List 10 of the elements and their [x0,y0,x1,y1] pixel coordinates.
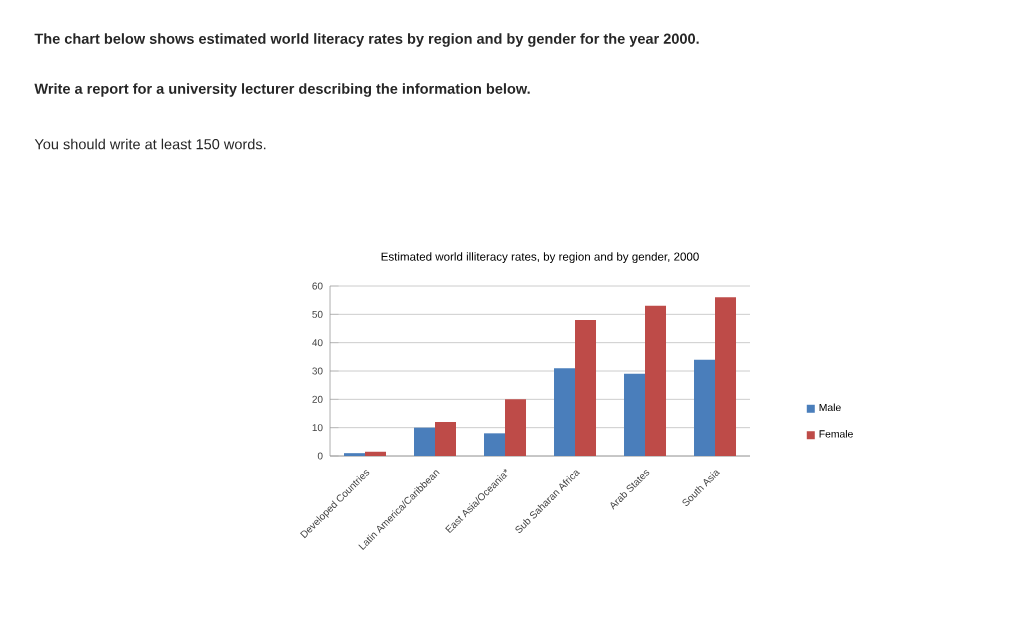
bar [694,359,716,456]
bar [715,297,737,456]
bar [484,433,506,456]
bar [505,399,527,456]
bar [645,305,667,456]
bar [435,422,457,456]
bar [554,368,576,456]
bar [624,373,646,456]
bar [414,427,436,456]
bar [575,320,597,456]
